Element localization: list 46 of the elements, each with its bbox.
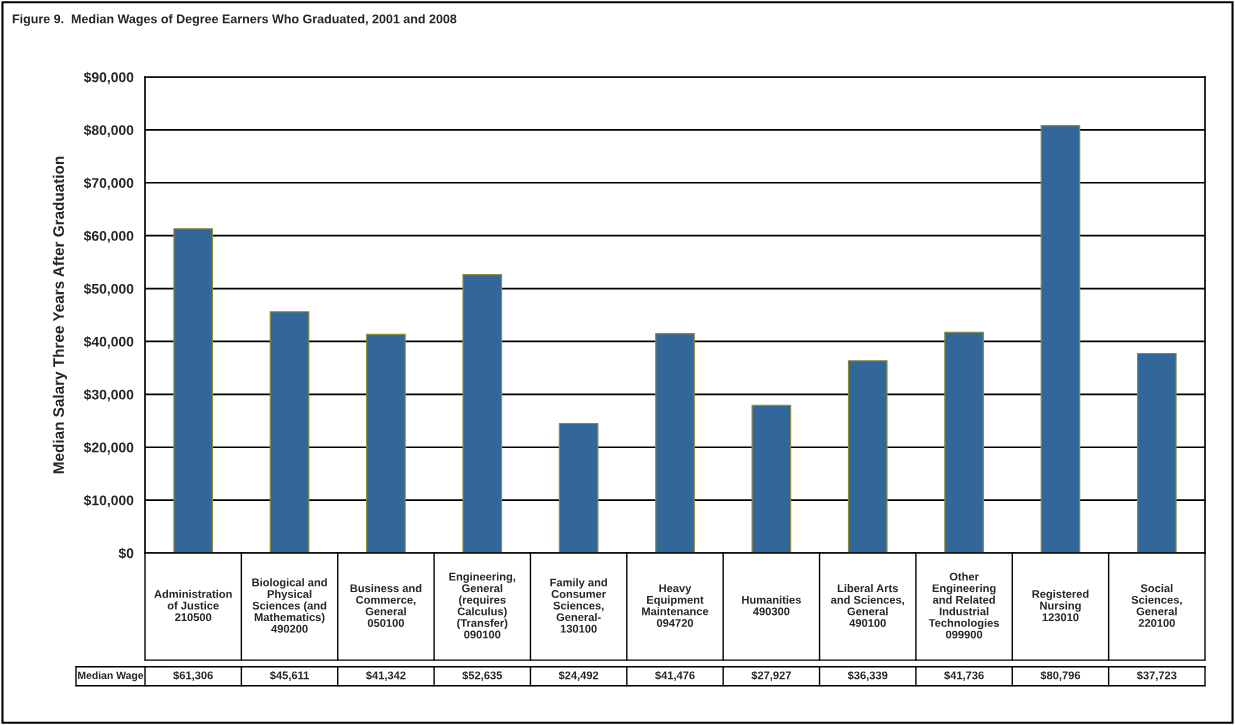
data-label: $37,723: [1136, 670, 1177, 681]
data-label: $45,611: [269, 670, 310, 681]
data-label: $36,339: [847, 670, 888, 681]
data-label: $24,492: [558, 670, 599, 681]
y-tick-label: $20,000: [83, 441, 134, 455]
y-tick-label: $10,000: [83, 494, 134, 508]
data-label: $80,796: [1040, 670, 1081, 681]
x-tick-label: Liberal Arts and Sciences, General 490100: [831, 584, 905, 627]
y-tick-label: $80,000: [83, 124, 134, 138]
bar: [269, 311, 310, 553]
y-tick-label: $60,000: [83, 230, 134, 243]
data-label: $41,476: [655, 670, 695, 681]
y-tick-label: $90,000: [83, 71, 134, 85]
y-tick-label: $30,000: [83, 389, 134, 402]
data-label: $41,342: [365, 670, 406, 681]
bar: [366, 333, 406, 553]
x-tick-label: Social Sciences, General 220100: [1131, 584, 1182, 627]
data-label: $61,306: [173, 670, 213, 681]
data-label: $52,635: [462, 670, 503, 681]
x-tick-label: Administration of Justice 210500: [154, 589, 232, 622]
bar: [558, 422, 599, 553]
bar: [1040, 125, 1081, 553]
y-tick-label: $70,000: [83, 177, 134, 190]
y-axis-title: Median Salary Three Years After Graduation: [52, 156, 68, 474]
y-tick-label: $50,000: [83, 283, 134, 296]
x-tick-label: Registered Nursing 123010: [1032, 589, 1089, 622]
x-tick-label: Engineering, General (requires Calculus) (Transfer) 090100: [449, 572, 516, 639]
data-label: $27,927: [751, 670, 791, 681]
x-tick-label: Humanities 490300: [742, 595, 801, 616]
bar: [655, 333, 695, 553]
x-tick-label: Heavy Equipment Maintenance 094720: [642, 584, 709, 627]
text: Median Wage: [78, 671, 144, 682]
x-tick-label: Business and Commerce, General 050100: [350, 584, 422, 627]
y-tick-label: $0: [118, 547, 134, 560]
x-tick-label: Other Engineering and Related Industrial Technologies 099900: [928, 572, 1000, 639]
bar: [944, 331, 984, 553]
data-label: $41,736: [944, 670, 984, 681]
x-tick-label: Family and Consumer Sciences, General- 130100: [550, 578, 607, 633]
bar: [847, 360, 888, 553]
bar: [1136, 352, 1177, 553]
bar: [173, 228, 214, 553]
bar: [462, 274, 503, 553]
y-tick-label: $40,000: [83, 336, 134, 349]
chart-title: Figure 9. Median Wages of Degree Earners Who Graduated, 2001 and 2008: [12, 14, 457, 26]
x-tick-label: Biological and Physical Sciences (and Mathematics) 490200: [252, 578, 327, 633]
bar: [751, 404, 792, 553]
